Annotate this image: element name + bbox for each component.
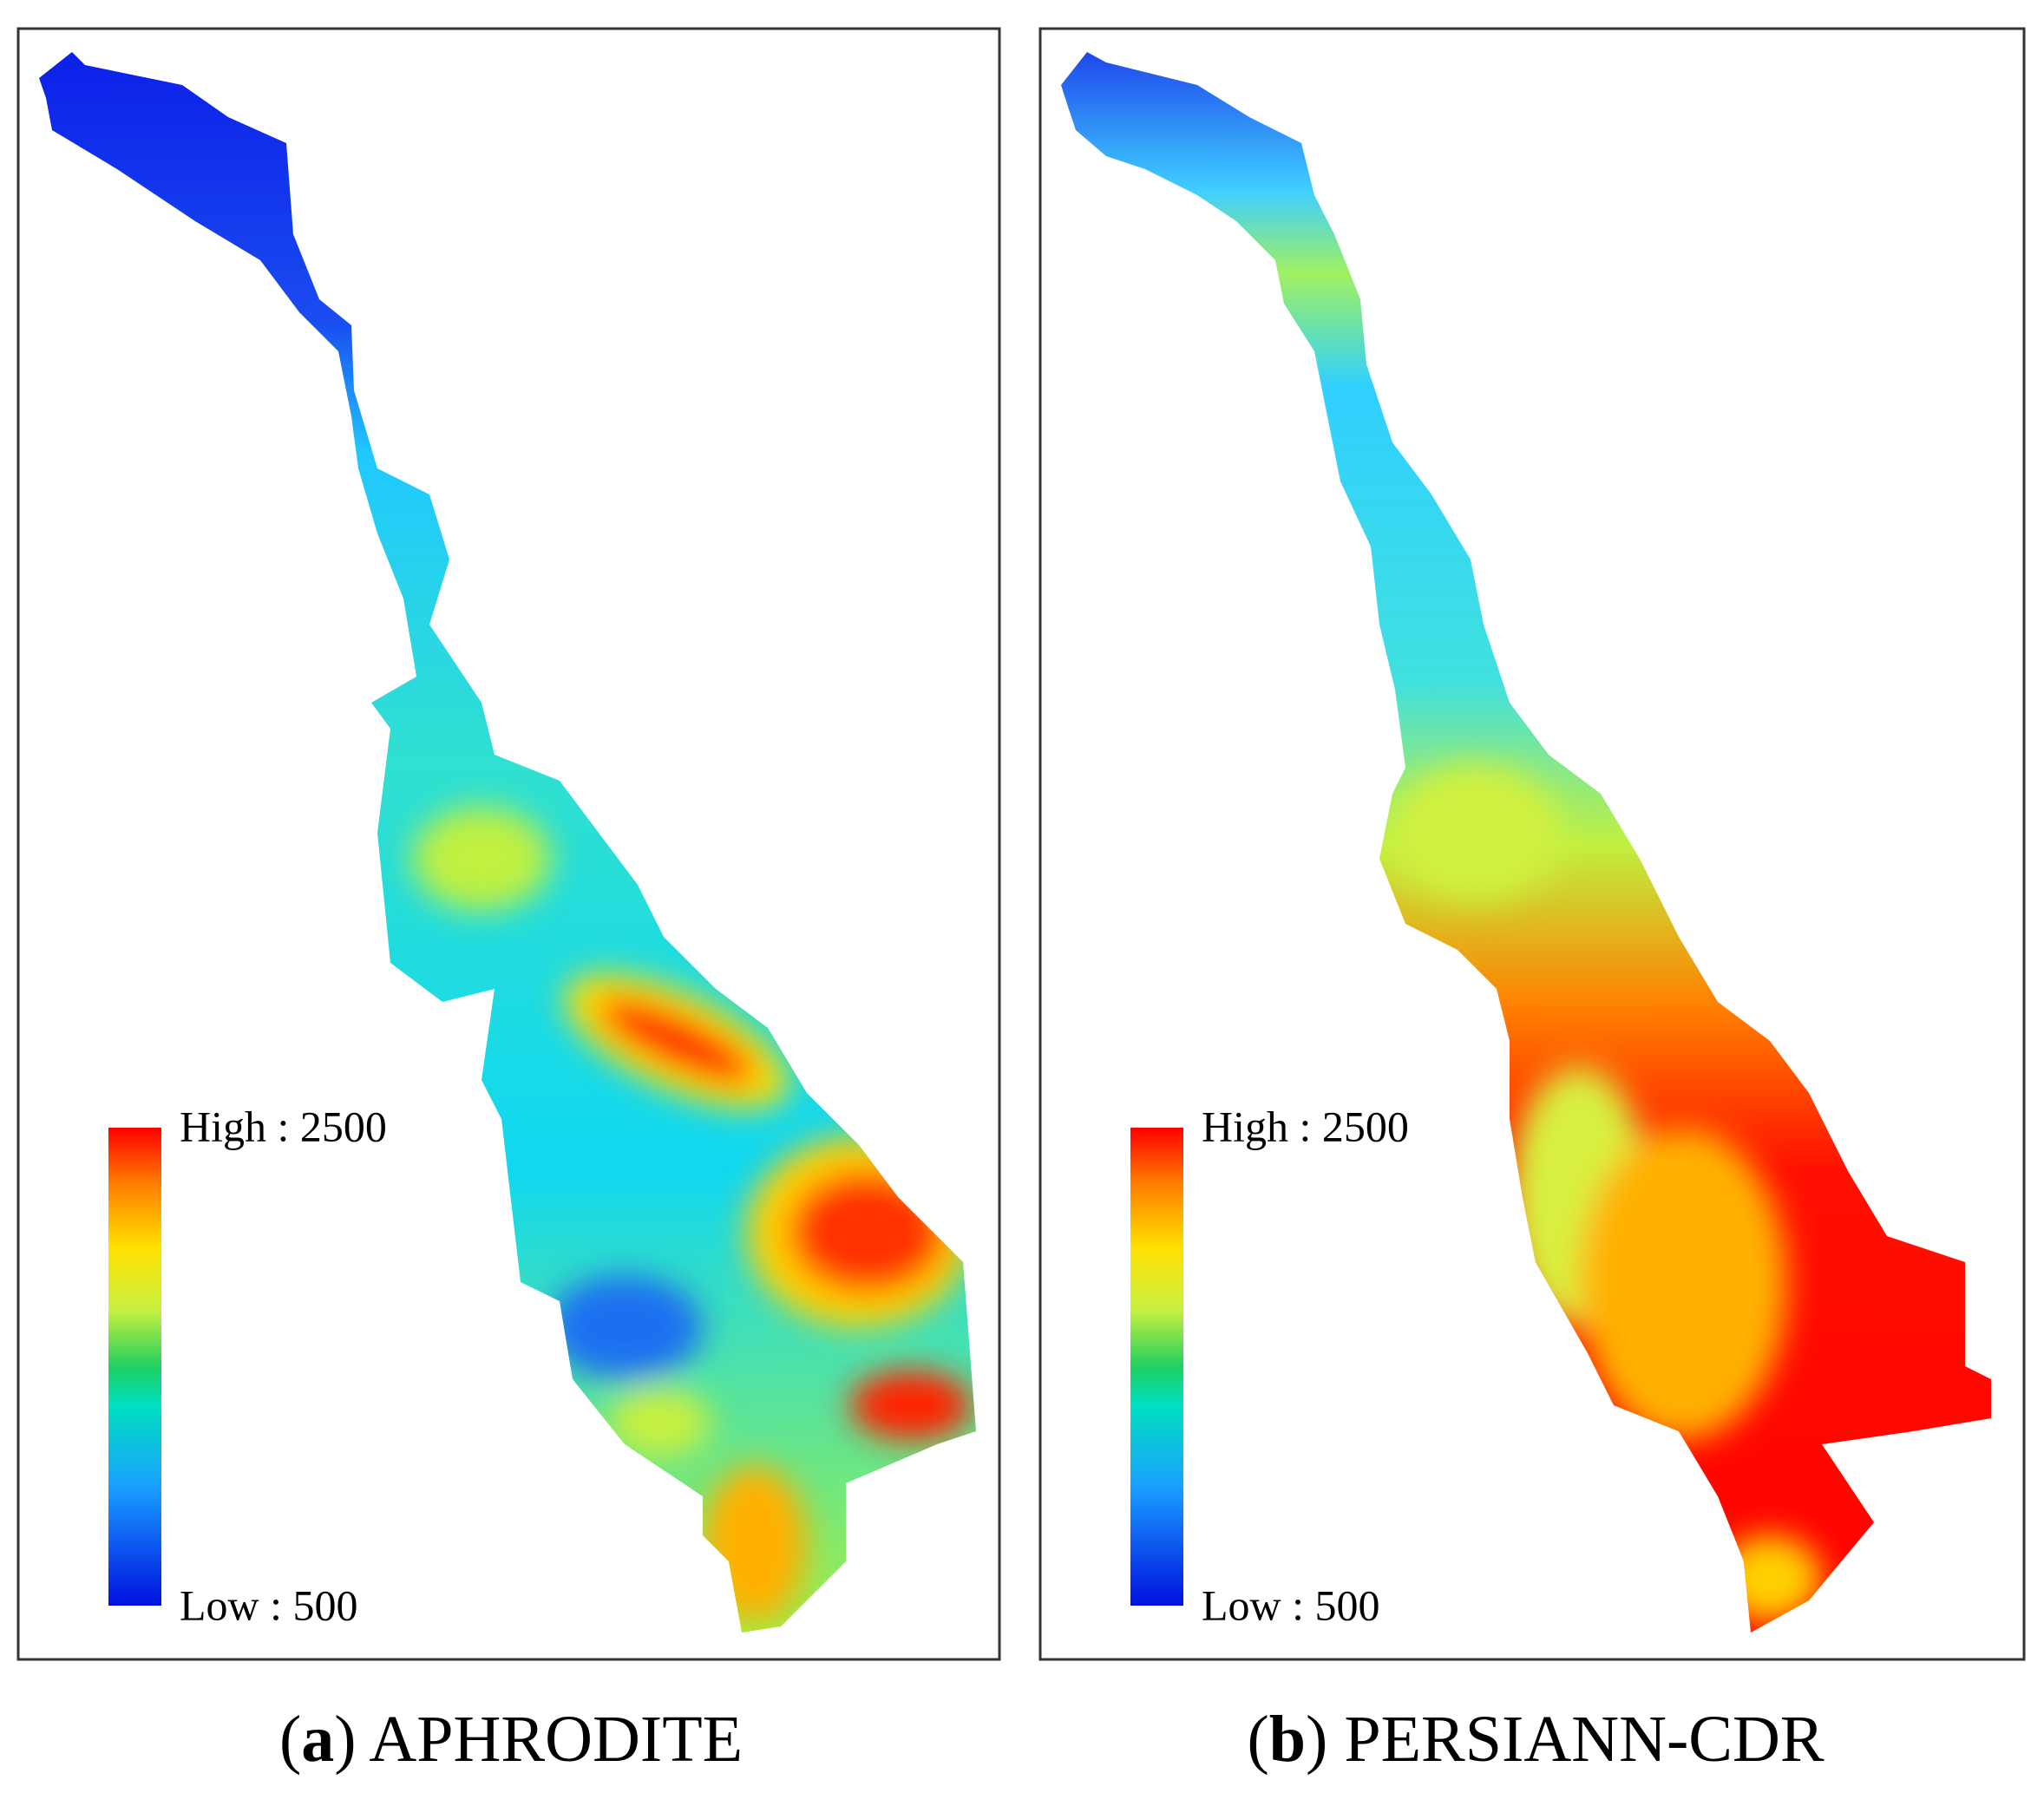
legend-low: Low : 500 <box>180 1580 358 1629</box>
caption-name: ) PERSIANN-CDR <box>1306 1703 1825 1776</box>
caption-letter: b <box>1269 1703 1306 1776</box>
caption-name: ) APHRODITE <box>334 1703 743 1776</box>
caption-letter: a <box>301 1703 334 1776</box>
legend-high: High : 2500 <box>1202 1102 1409 1150</box>
panel-frame <box>16 27 1001 1661</box>
colorbar <box>108 1128 161 1606</box>
colorbar <box>1130 1128 1183 1606</box>
panel-frame <box>1038 27 2026 1661</box>
caption: (a) APHRODITE <box>279 1703 743 1776</box>
caption-prefix: ( <box>1247 1703 1268 1776</box>
legend-high: High : 2500 <box>180 1102 387 1150</box>
map-a <box>39 52 976 1633</box>
legend-low: Low : 500 <box>1202 1580 1380 1629</box>
caption-prefix: ( <box>279 1703 301 1776</box>
caption: (b) PERSIANN-CDR <box>1247 1703 1824 1776</box>
map-b <box>1061 52 1991 1633</box>
